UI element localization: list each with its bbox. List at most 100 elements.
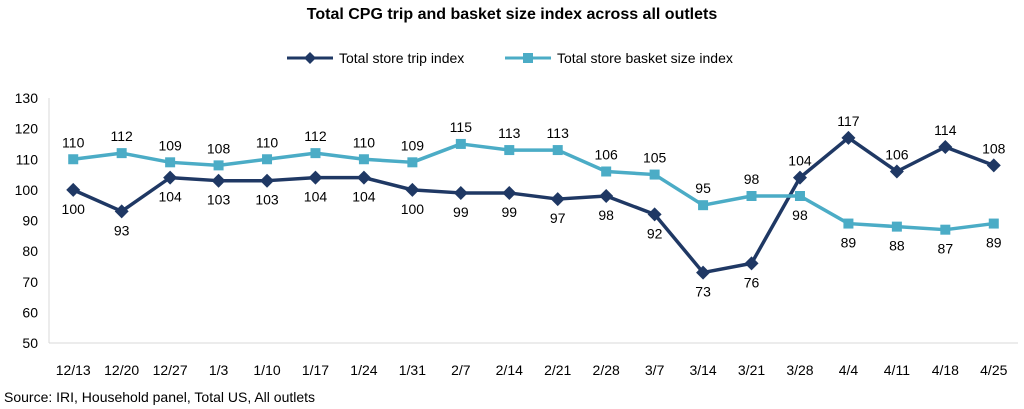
- x-tick-label: 4/18: [932, 362, 959, 378]
- source-note: Source: IRI, Household panel, Total US, …: [4, 389, 316, 405]
- basket-point-marker: [649, 169, 660, 180]
- series-line-basket: [73, 142, 994, 232]
- trip-point-marker: [550, 192, 565, 207]
- basket-point-marker: [940, 224, 951, 235]
- basket-point-marker: [68, 154, 79, 165]
- basket-data-label: 110: [353, 134, 376, 150]
- basket-data-label: 113: [498, 125, 521, 141]
- trip-point-marker: [502, 185, 517, 200]
- trip-data-label: 114: [934, 122, 957, 138]
- basket-data-label: 88: [889, 238, 905, 254]
- x-tick-label: 3/7: [645, 362, 665, 378]
- x-tick-label: 2/21: [544, 362, 571, 378]
- trip-data-label: 93: [114, 222, 130, 238]
- basket-point-marker: [358, 154, 369, 165]
- legend-label-basket: Total store basket size index: [557, 50, 733, 66]
- x-tick-label: 4/25: [980, 362, 1007, 378]
- basket-data-label: 108: [207, 140, 231, 156]
- basket-point-marker: [552, 145, 563, 156]
- trip-point-marker: [986, 158, 1001, 173]
- trip-data-label: 108: [982, 140, 1006, 156]
- trip-point-marker: [938, 140, 953, 154]
- x-tick-label: 1/10: [253, 362, 280, 378]
- legend-trip-line-diamond-icon: [287, 52, 333, 64]
- x-tick-label: 2/7: [451, 362, 471, 378]
- trip-point-marker: [647, 207, 662, 222]
- x-tick-label: 1/17: [302, 362, 329, 378]
- trip-data-label: 73: [695, 284, 711, 300]
- basket-data-label: 112: [111, 128, 134, 144]
- trip-data-label: 104: [788, 153, 812, 169]
- basket-data-label: 89: [841, 235, 857, 251]
- y-tick-label: 60: [22, 304, 38, 320]
- basket-point-marker: [116, 148, 127, 159]
- basket-data-label: 95: [695, 180, 711, 196]
- series-line-trip: [72, 136, 995, 275]
- basket-point-marker: [746, 191, 757, 201]
- x-tick-label: 2/14: [496, 362, 523, 378]
- y-tick-label: 100: [15, 182, 39, 198]
- trip-data-label: 104: [352, 189, 376, 205]
- x-tick-label: 12/27: [153, 362, 188, 378]
- x-tick-label: 3/21: [738, 362, 765, 378]
- basket-data-label: 109: [158, 137, 182, 153]
- y-tick-label: 90: [22, 213, 38, 229]
- trip-data-label: 100: [401, 201, 425, 217]
- trip-data-label: 97: [550, 210, 566, 226]
- trip-point-marker: [599, 189, 614, 203]
- basket-point-marker: [891, 221, 902, 232]
- trip-data-label: 106: [885, 147, 909, 163]
- basket-point-marker: [843, 218, 854, 229]
- trip-point-marker: [405, 182, 420, 197]
- x-tick-label: 4/4: [839, 362, 859, 378]
- basket-point-marker: [455, 138, 466, 149]
- basket-data-label: 113: [547, 125, 570, 141]
- x-tick-label: 4/11: [884, 362, 910, 378]
- trip-data-label: 104: [158, 189, 182, 205]
- trip-point-marker: [696, 265, 711, 280]
- trip-data-label: 98: [598, 207, 614, 223]
- x-tick-label: 1/31: [399, 362, 426, 378]
- basket-data-label: 112: [304, 128, 327, 144]
- trip-point-marker: [211, 173, 226, 188]
- basket-data-label: 106: [594, 147, 618, 163]
- y-tick-label: 120: [15, 121, 39, 137]
- basket-point-marker: [165, 157, 176, 168]
- trip-point-marker: [841, 130, 856, 145]
- trip-data-label: 92: [647, 225, 663, 241]
- x-tick-label: 2/28: [593, 362, 620, 378]
- basket-data-label: 115: [450, 119, 473, 135]
- y-tick-label: 130: [15, 90, 39, 106]
- basket-data-label: 105: [643, 150, 667, 166]
- basket-point-marker: [213, 160, 224, 171]
- y-tick-label: 80: [22, 243, 38, 259]
- basket-data-label: 110: [62, 134, 85, 150]
- x-tick-label: 1/24: [350, 362, 377, 378]
- trip-point-marker: [308, 170, 323, 185]
- basket-point-marker: [407, 157, 418, 168]
- trip-data-label: 103: [207, 192, 231, 208]
- basket-point-marker: [262, 154, 273, 165]
- legend: Total store trip index Total store baske…: [0, 47, 1024, 69]
- basket-point-marker: [698, 200, 709, 211]
- basket-point-marker: [988, 218, 999, 229]
- x-tick-label: 1/3: [209, 362, 229, 378]
- trip-data-label: 104: [304, 189, 328, 205]
- basket-data-label: 98: [744, 171, 760, 187]
- basket-data-label: 87: [938, 241, 954, 257]
- legend-item-basket: Total store basket size index: [505, 47, 733, 69]
- legend-item-trip: Total store trip index: [287, 47, 464, 69]
- trip-data-label: 99: [501, 204, 517, 220]
- trip-point-marker: [744, 256, 759, 271]
- basket-data-label: 89: [986, 235, 1002, 251]
- trip-point-marker: [260, 173, 275, 188]
- chart-title: Total CPG trip and basket size index acr…: [306, 6, 718, 23]
- y-tick-label: 70: [22, 274, 38, 290]
- trip-point-marker: [66, 182, 81, 197]
- basket-point-marker: [601, 166, 612, 177]
- legend-basket-line-square-icon: [505, 53, 551, 63]
- trip-point-marker: [163, 170, 178, 185]
- trip-data-label: 76: [744, 274, 760, 290]
- x-tick-label: 3/14: [689, 362, 716, 378]
